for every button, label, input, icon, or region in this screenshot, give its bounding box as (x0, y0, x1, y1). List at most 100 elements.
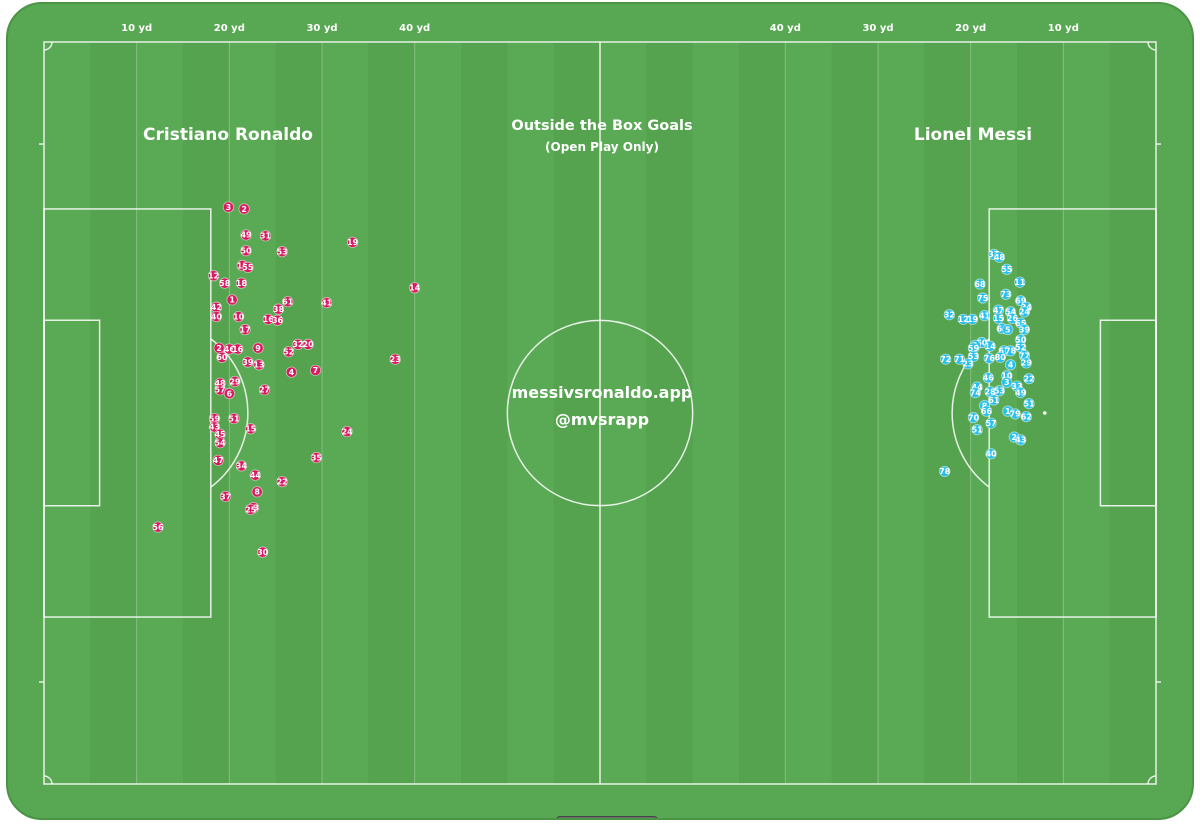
goal-number-label: 42 (211, 303, 222, 312)
goal-number-label: 75 (977, 294, 989, 303)
goal-number-label: 53 (994, 387, 1005, 396)
goal-number-label: 51 (228, 414, 240, 423)
ronaldo-goal-marker: 42 (210, 301, 222, 313)
goal-dot (1015, 386, 1027, 399)
ronaldo-goal-marker: 25 (245, 503, 257, 516)
ronaldo-goal-marker: 19 (346, 236, 359, 248)
goal-dot (309, 364, 322, 376)
goal-dot (985, 417, 997, 429)
goal-dot (276, 476, 288, 488)
messi-goal-marker: 29 (1020, 357, 1032, 369)
yard-tick-label: 40 yd (399, 23, 430, 34)
messi-goal-marker: 3 (1001, 376, 1013, 388)
goal-dot (962, 358, 974, 370)
goal-number-label: 37 (220, 492, 231, 501)
ronaldo-goal-marker: 60 (216, 351, 228, 363)
goal-number-label: 52 (1015, 343, 1026, 352)
goal-dot (939, 465, 951, 478)
pitch-stripe (507, 42, 555, 784)
goal-dot (1000, 288, 1012, 300)
goal-number-label: 36 (272, 316, 284, 325)
pitch-frame: 10 yd 20 yd 30 yd 40 yd 40 yd 30 yd 20 yd 10 yd… (6, 2, 1194, 820)
ronaldo-goal-marker: 24 (341, 425, 353, 438)
messi-goal-marker: 23 (962, 358, 974, 370)
messi-goal-marker: 46 (982, 372, 995, 384)
messi-goal-marker: 70 (967, 412, 979, 424)
goal-number-label: 58 (219, 279, 231, 288)
goal-number-label: 51 (972, 425, 984, 434)
goal-dot (216, 351, 228, 363)
goal-dot (993, 251, 1005, 263)
goal-number-label: 80 (995, 353, 1007, 362)
goal-dot (220, 490, 232, 503)
yard-tick-label: 10 yd (121, 23, 152, 34)
goal-dot (1015, 434, 1027, 446)
goal-number-label: 49 (240, 231, 252, 240)
goal-dot (253, 359, 265, 371)
goal-dot (285, 366, 298, 378)
goal-dot (984, 340, 996, 352)
ronaldo-goal-marker: 54 (214, 437, 226, 449)
ronaldo-goal-marker: 18 (235, 277, 247, 289)
goal-number-label: 46 (983, 374, 995, 383)
goal-number-label: 71 (954, 355, 966, 364)
goal-dot (988, 394, 1000, 406)
goal-dot (966, 313, 979, 325)
goal-number-label: 78 (939, 467, 951, 476)
goal-dot (982, 372, 994, 384)
goal-dot (222, 201, 235, 213)
goal-dot (977, 292, 989, 304)
ronaldo-goal-marker: 52 (283, 346, 295, 358)
goal-dot (245, 423, 257, 435)
goal-dot (240, 229, 252, 241)
goal-dot (212, 454, 224, 466)
ronaldo-goal-marker: 2 (238, 203, 250, 215)
goal-number-label: 2 (216, 344, 222, 353)
goal-number-label: 8 (254, 488, 260, 497)
six-yard-box-left (43, 319, 101, 507)
goal-dot (1020, 411, 1032, 423)
goal-number-label: 5 (1005, 325, 1011, 334)
ronaldo-goal-marker: 37 (220, 490, 232, 503)
goal-number-label: 4 (289, 368, 295, 377)
ronaldo-goal-marker: 50 (240, 245, 252, 257)
goal-number-label: 13 (253, 361, 264, 370)
ronaldo-goal-marker: 40 (210, 310, 222, 323)
goal-number-label: 53 (968, 352, 979, 361)
goal-dot (249, 469, 261, 481)
ronaldo-goal-marker: 34 (235, 460, 247, 472)
pitch-stripe (785, 42, 833, 784)
goal-dot (283, 346, 295, 358)
goal-number-label: 35 (311, 453, 323, 462)
goal-number-label: 6 (227, 389, 233, 398)
goal-dot (152, 521, 164, 533)
goal-number-label: 78 (1005, 347, 1017, 356)
goal-number-label: 53 (277, 247, 288, 256)
goal-number-label: 9 (255, 344, 261, 353)
six-yard-box-right (1099, 319, 1157, 507)
goal-number-label: 32 (292, 340, 303, 349)
ronaldo-goal-marker: 12 (207, 270, 220, 282)
messi-goal-marker: 71 (953, 353, 966, 365)
goal-dot (207, 270, 220, 282)
goal-dot (967, 350, 980, 363)
ronaldo-goal-marker: 20 (302, 338, 314, 350)
goal-number-label: 46 (224, 345, 236, 354)
messi-goal-marker: 59 (967, 342, 979, 354)
goal-dot (272, 303, 285, 315)
goal-number-label: 39 (1019, 325, 1031, 334)
pitch-stripe (461, 42, 508, 784)
messi-goal-marker: 22 (1023, 373, 1035, 385)
center-circle (506, 319, 694, 507)
goal-dot (208, 421, 221, 433)
goal-number-label: 33 (1011, 382, 1022, 391)
messi-goal-marker: 11 (1014, 276, 1026, 288)
ronaldo-goal-marker: 16 (232, 343, 244, 355)
goal-number-label: 57 (214, 386, 225, 395)
goal-number-label: 1 (1005, 407, 1011, 416)
ronaldo-goal-marker: 15 (245, 423, 257, 435)
goal-dot (1001, 263, 1013, 275)
goal-dot (993, 385, 1005, 397)
goal-number-label: 29 (229, 377, 241, 386)
messi-goal-marker: 40 (985, 448, 997, 460)
